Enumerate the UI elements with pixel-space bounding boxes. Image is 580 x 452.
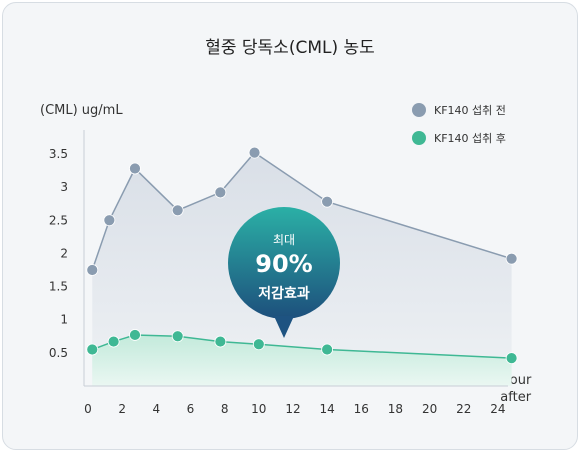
- area-fill-after: [92, 334, 512, 386]
- x-tick-label: 6: [187, 402, 195, 416]
- x-tick-label: 24: [490, 402, 505, 416]
- x-tick-label: 8: [221, 402, 229, 416]
- legend-dot-after: [412, 131, 426, 145]
- legend-label-after: KF140 섭취 후: [434, 132, 506, 145]
- x-tick-label: 20: [422, 402, 437, 416]
- y-tick-label: 2.5: [49, 213, 68, 227]
- callout-bubble: 최대 90% 저감효과: [228, 207, 340, 338]
- data-point-after: [321, 343, 334, 356]
- data-point-after: [107, 335, 120, 348]
- y-tick-label: 3.5: [49, 147, 68, 161]
- data-point-before: [214, 186, 227, 199]
- y-tick-label: 1: [60, 313, 68, 327]
- callout-circle: [228, 207, 340, 319]
- x-axis-label-line-2: after: [500, 390, 532, 405]
- x-tick-label: 10: [251, 402, 266, 416]
- series-line-before: [91, 151, 512, 271]
- data-point-after: [505, 352, 518, 365]
- x-tick-label: 0: [84, 402, 92, 416]
- data-point-before: [321, 195, 334, 208]
- x-tick-label: 22: [456, 402, 471, 416]
- data-point-after: [86, 343, 99, 356]
- y-tick-label: 1.5: [49, 280, 68, 294]
- data-point-before: [248, 146, 261, 159]
- x-tick-label: 14: [319, 402, 334, 416]
- x-tick-label: 12: [285, 402, 300, 416]
- x-tick-label: 16: [354, 402, 369, 416]
- callout-pointer: [274, 316, 294, 338]
- data-point-after: [252, 338, 265, 351]
- y-axis-unit-label: (CML) ug/mL: [40, 103, 123, 118]
- data-point-after: [214, 335, 227, 348]
- y-tick-label: 0.5: [49, 346, 68, 360]
- legend-item-after: KF140 섭취 후: [412, 130, 506, 146]
- data-point-after: [129, 329, 141, 341]
- data-point-after: [171, 330, 184, 343]
- x-tick-label: 2: [118, 402, 126, 416]
- data-point-before: [171, 204, 184, 217]
- callout-line-1: 최대: [273, 233, 295, 247]
- y-tick-label: 2: [60, 246, 68, 260]
- callout-line-3: 저감효과: [258, 285, 310, 302]
- legend-label-before: KF140 섭취 전: [434, 104, 506, 117]
- chart-title: 혈중 당독소(CML) 농도: [205, 38, 375, 58]
- callout-line-2: 90%: [255, 250, 312, 278]
- legend-dot-before: [412, 103, 426, 117]
- legend-item-before: KF140 섭취 전: [412, 102, 506, 118]
- data-point-before: [505, 252, 518, 265]
- x-tick-label: 18: [388, 402, 403, 416]
- data-point-before: [129, 162, 141, 175]
- data-point-before: [103, 214, 116, 227]
- x-tick-label: 4: [152, 402, 160, 416]
- data-point-before: [86, 264, 99, 276]
- y-tick-label: 3: [60, 180, 68, 194]
